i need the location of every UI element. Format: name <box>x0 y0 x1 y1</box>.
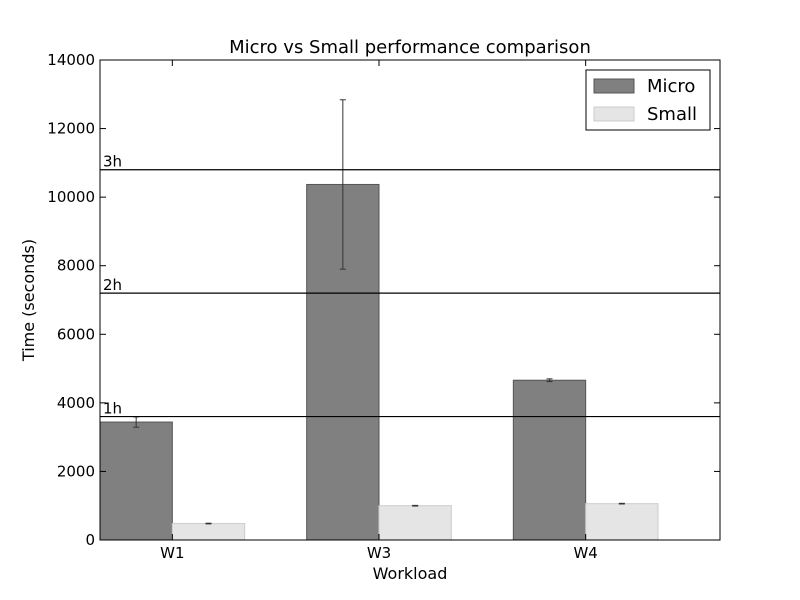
legend-swatch-micro <box>593 78 635 94</box>
bar-small-w4 <box>585 503 659 541</box>
y-tick-label: 12000 <box>47 120 95 138</box>
y-tick-label: 4000 <box>57 394 95 412</box>
reference-label-3h: 3h <box>103 153 122 171</box>
y-tick-label: 0 <box>85 531 95 549</box>
legend-label-small: Small <box>647 104 697 125</box>
chart-title: Micro vs Small performance comparison <box>229 37 591 58</box>
plot-area: 1h 2h 3h 0 2000 4000 6000 8000 10000 12000 14000 W1… <box>47 51 721 562</box>
y-tick-label: 6000 <box>57 325 95 343</box>
y-tick-label: 2000 <box>57 462 95 480</box>
reference-label-1h: 1h <box>103 400 122 418</box>
bar-micro-w4 <box>512 379 587 541</box>
bar-small-w3 <box>378 505 452 541</box>
plot-frame <box>99 59 721 541</box>
y-tick-label: 10000 <box>47 188 95 206</box>
x-tick-label-w4: W4 <box>573 544 597 562</box>
legend-label-micro: Micro <box>647 76 695 97</box>
x-tick-label-w1: W1 <box>160 544 184 562</box>
y-tick-label: 14000 <box>47 51 95 69</box>
x-axis-label: Workload <box>373 564 448 583</box>
y-axis-label: Time (seconds) <box>19 239 38 362</box>
y-tick-label: 8000 <box>57 257 95 275</box>
reference-label-2h: 2h <box>103 276 122 294</box>
bar-micro-w1 <box>99 421 173 541</box>
bar-small-w1 <box>171 523 246 541</box>
legend-swatch-small <box>593 106 635 122</box>
x-tick-label-w3: W3 <box>367 544 391 562</box>
